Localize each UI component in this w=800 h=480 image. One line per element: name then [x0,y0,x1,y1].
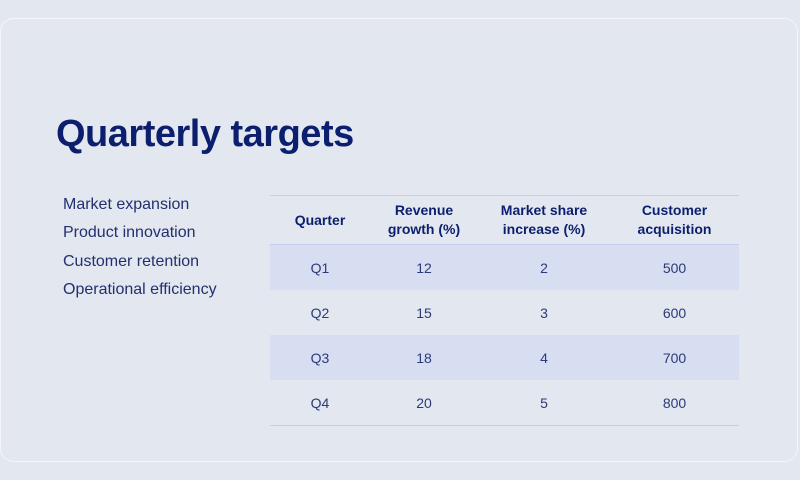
bullet-item: Customer retention [63,252,200,270]
table-row: Q1 12 2 500 [270,244,739,290]
table-row: Q3 18 4 700 [270,335,739,380]
targets-table: Quarter Revenue growth (%) Market share … [270,195,739,426]
header-market-share: Market share increase (%) [478,195,610,245]
cell-revenue-growth: 20 [370,380,478,426]
cell-quarter: Q4 [270,380,370,426]
cell-customer-acquisition: 600 [662,304,687,321]
cell-customer-acquisition: 700 [610,335,739,380]
cell-customer-acquisition: 800 [610,380,739,426]
cell-revenue-growth: 18 [370,335,478,380]
header-revenue-growth: Revenue growth (%) [370,195,478,245]
cell-quarter: Q1 [270,244,370,290]
cell-market-share: 5 [478,380,610,426]
bullet-item: Operational efficiency [63,280,217,298]
table-row: Q2 15 3 600 [270,290,739,335]
cell-quarter: Q2 [310,304,330,321]
cell-revenue-growth: 15 [416,304,432,321]
slide-title: Quarterly targets [56,113,354,155]
table-header-row: Quarter Revenue growth (%) Market share … [270,195,739,245]
cell-quarter: Q3 [270,335,370,380]
bullet-item: Market expansion [63,196,190,213]
cell-market-share: 2 [478,244,610,290]
cell-customer-acquisition: 500 [610,244,739,290]
header-quarter: Quarter [270,195,370,245]
cell-market-share: 3 [540,304,548,321]
bullet-list: Market expansion Product innovation Cust… [63,191,217,304]
table-row: Q4 20 5 800 [270,380,739,426]
cell-market-share: 4 [478,335,610,380]
slide-card: Quarterly targets Market expansion Produ… [0,18,798,462]
header-customer-acquisition: Customer acquisition [610,195,739,245]
cell-revenue-growth: 12 [370,244,478,290]
bullet-item: Product innovation [63,224,196,242]
